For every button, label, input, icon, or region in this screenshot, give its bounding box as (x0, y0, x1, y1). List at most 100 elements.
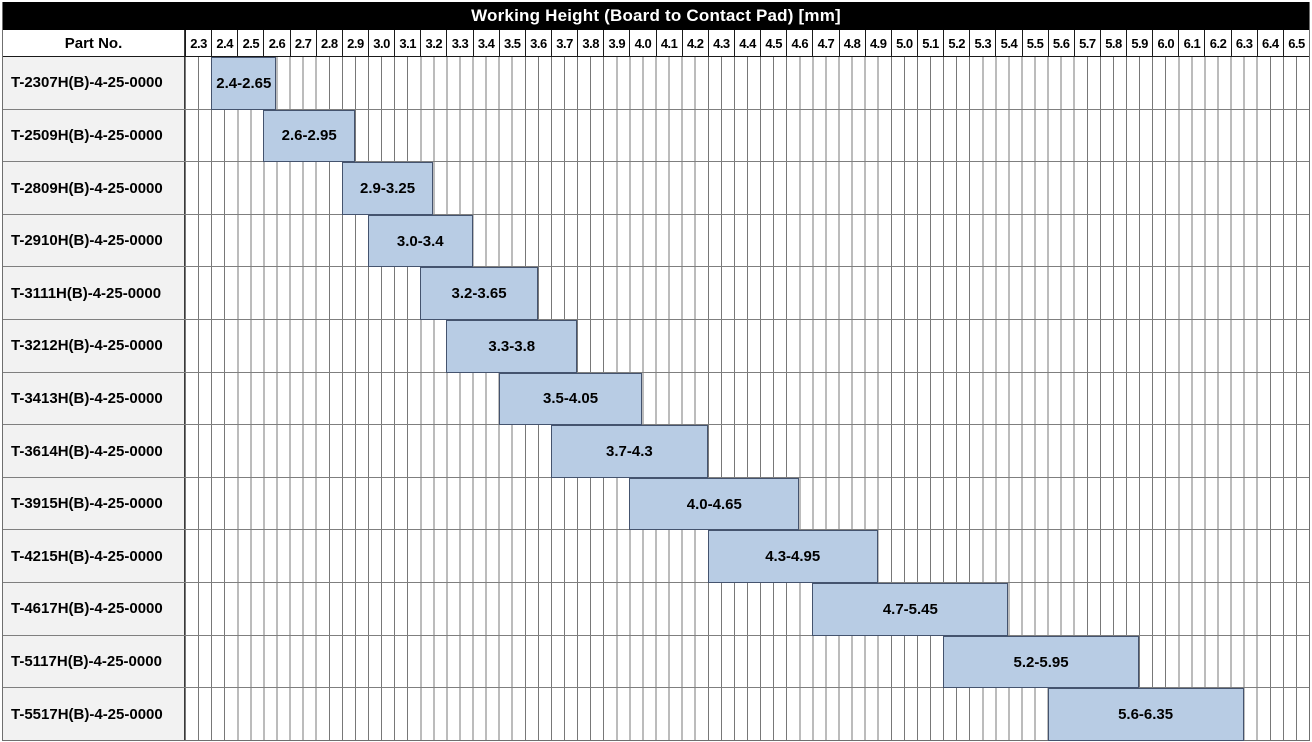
table-row: T-3915H(B)-4-25-0000 4.0-4.65 (3, 477, 1309, 531)
axis-tick: 5.6 (1047, 30, 1074, 56)
range-bar: 4.3-4.95 (707, 530, 878, 584)
axis-tick: 2.4 (211, 30, 237, 56)
range-bar: 4.7-5.45 (812, 583, 1009, 636)
axis-tick: 2.7 (289, 30, 316, 56)
part-no-header: Part No. (3, 30, 185, 56)
table-row: T-4617H(B)-4-25-0000 4.7-5.45 (3, 583, 1309, 636)
range-bar: 2.6-2.95 (263, 109, 355, 163)
axis-tick: 3.2 (420, 30, 446, 56)
range-label: 5.2-5.95 (1013, 653, 1069, 671)
range-label: 3.3-3.8 (488, 337, 536, 355)
row-grid: 5.2-5.95 (185, 635, 1309, 689)
row-grid: 3.2-3.65 (185, 267, 1309, 321)
axis-tick: 4.6 (786, 30, 812, 56)
axis-tick-row: 2.3 2.4 2.5 2.6 2.7 2.8 2.9 3.0 3.1 3.2 3.3 3.4 3.5 3… (185, 30, 1309, 56)
range-bar: 3.3-3.8 (446, 320, 578, 373)
axis-tick: 3.1 (394, 30, 420, 56)
range-label: 3.5-4.05 (543, 390, 599, 408)
axis-tick: 3.8 (577, 30, 603, 56)
range-bar: 3.2-3.65 (420, 267, 538, 321)
table-row: T-2509H(B)-4-25-0000 2.6-2.95 (3, 109, 1309, 163)
part-number: T-2809H(B)-4-25-0000 (3, 162, 185, 214)
axis-tick: 3.4 (472, 30, 499, 56)
axis-tick: 3.3 (446, 30, 472, 56)
range-bar: 2.9-3.25 (341, 162, 434, 215)
row-grid: 2.4-2.65 (185, 57, 1309, 110)
range-bar: 2.4-2.65 (211, 57, 277, 110)
axis-tick: 5.5 (1021, 30, 1048, 56)
part-number: T-2910H(B)-4-25-0000 (3, 214, 185, 267)
part-number: T-3915H(B)-4-25-0000 (3, 477, 185, 530)
axis-tick: 6.2 (1204, 30, 1230, 56)
row-grid: 2.9-3.25 (185, 162, 1309, 215)
axis-tick: 2.6 (263, 30, 289, 56)
part-number: T-2509H(B)-4-25-0000 (3, 109, 185, 162)
range-bar: 5.2-5.95 (943, 635, 1140, 689)
axis-tick: 4.1 (655, 30, 682, 56)
range-label: 4.0-4.65 (686, 495, 742, 513)
axis-tick: 3.6 (524, 30, 551, 56)
axis-tick: 2.5 (237, 30, 263, 56)
range-label: 4.3-4.95 (765, 548, 821, 566)
table-row: T-4215H(B)-4-25-0000 4.3-4.95 (3, 530, 1309, 584)
range-bar: 4.0-4.65 (629, 477, 800, 531)
axis-tick: 4.9 (864, 30, 891, 56)
range-bar: 3.7-4.3 (550, 425, 708, 478)
part-number: T-5517H(B)-4-25-0000 (3, 688, 185, 740)
row-grid: 3.3-3.8 (185, 320, 1309, 373)
range-label: 3.2-3.65 (451, 285, 507, 303)
part-number: T-4215H(B)-4-25-0000 (3, 530, 185, 583)
range-label: 2.4-2.65 (216, 74, 272, 92)
table-row: T-3111H(B)-4-25-0000 3.2-3.65 (3, 267, 1309, 321)
row-grid: 3.5-4.05 (185, 372, 1309, 426)
table-row: T-2307H(B)-4-25-0000 2.4-2.65 (3, 57, 1309, 110)
axis-tick: 4.5 (760, 30, 786, 56)
part-number: T-3111H(B)-4-25-0000 (3, 267, 185, 320)
axis-tick: 4.3 (707, 30, 734, 56)
axis-tick: 3.7 (550, 30, 577, 56)
axis-tick: 3.0 (367, 30, 394, 56)
row-grid: 3.0-3.4 (185, 214, 1309, 268)
range-label: 2.9-3.25 (360, 180, 416, 198)
axis-tick: 2.3 (185, 30, 211, 56)
axis-tick: 4.8 (838, 30, 865, 56)
axis-tick: 6.3 (1230, 30, 1257, 56)
axis-tick: 2.9 (341, 30, 368, 56)
range-bar: 5.6-6.35 (1047, 688, 1244, 741)
row-grid: 4.3-4.95 (185, 530, 1309, 584)
axis-tick: 4.0 (629, 30, 655, 56)
axis-tick: 5.9 (1126, 30, 1152, 56)
row-grid: 4.7-5.45 (185, 583, 1309, 636)
axis-tick: 3.9 (603, 30, 629, 56)
table-row: T-3413H(B)-4-25-0000 3.5-4.05 (3, 372, 1309, 426)
part-number: T-3212H(B)-4-25-0000 (3, 320, 185, 372)
row-grid: 2.6-2.95 (185, 109, 1309, 163)
axis-tick: 4.7 (812, 30, 838, 56)
range-label: 4.7-5.45 (882, 600, 938, 618)
part-number: T-5117H(B)-4-25-0000 (3, 635, 185, 688)
part-number: T-4617H(B)-4-25-0000 (3, 583, 185, 635)
range-label: 3.7-4.3 (606, 443, 653, 461)
range-bar: 3.5-4.05 (498, 372, 643, 426)
row-grid: 3.7-4.3 (185, 425, 1309, 478)
axis-tick: 5.4 (995, 30, 1021, 56)
row-grid: 4.0-4.65 (185, 477, 1309, 531)
axis-tick: 5.2 (943, 30, 969, 56)
range-label: 2.6-2.95 (281, 127, 337, 145)
part-number: T-2307H(B)-4-25-0000 (3, 57, 185, 109)
axis-tick: 3.5 (498, 30, 525, 56)
row-grid: 5.6-6.35 (185, 688, 1309, 741)
axis-tick: 4.4 (733, 30, 760, 56)
axis-tick: 6.4 (1256, 30, 1283, 56)
table-row: T-2910H(B)-4-25-0000 3.0-3.4 (3, 214, 1309, 268)
range-label: 5.6-6.35 (1118, 706, 1174, 724)
axis-tick: 5.3 (969, 30, 995, 56)
chart-body: T-2307H(B)-4-25-0000 2.4-2.65 T-2509H(B)-4… (3, 57, 1309, 741)
table-row: T-5517H(B)-4-25-0000 5.6-6.35 (3, 688, 1309, 741)
axis-tick: 5.0 (890, 30, 917, 56)
part-number: T-3614H(B)-4-25-0000 (3, 425, 185, 477)
axis-tick: 6.1 (1178, 30, 1204, 56)
axis-tick: 6.0 (1152, 30, 1178, 56)
axis-tick: 4.2 (681, 30, 708, 56)
